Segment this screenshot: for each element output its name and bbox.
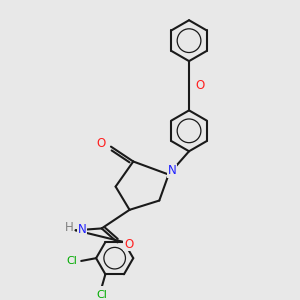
Text: N: N xyxy=(168,164,177,177)
Text: Cl: Cl xyxy=(96,290,107,300)
Text: N: N xyxy=(77,223,86,236)
Text: O: O xyxy=(124,238,133,251)
Text: O: O xyxy=(96,137,105,150)
Text: O: O xyxy=(196,79,205,92)
Text: H: H xyxy=(65,221,74,234)
Text: Cl: Cl xyxy=(67,256,77,266)
